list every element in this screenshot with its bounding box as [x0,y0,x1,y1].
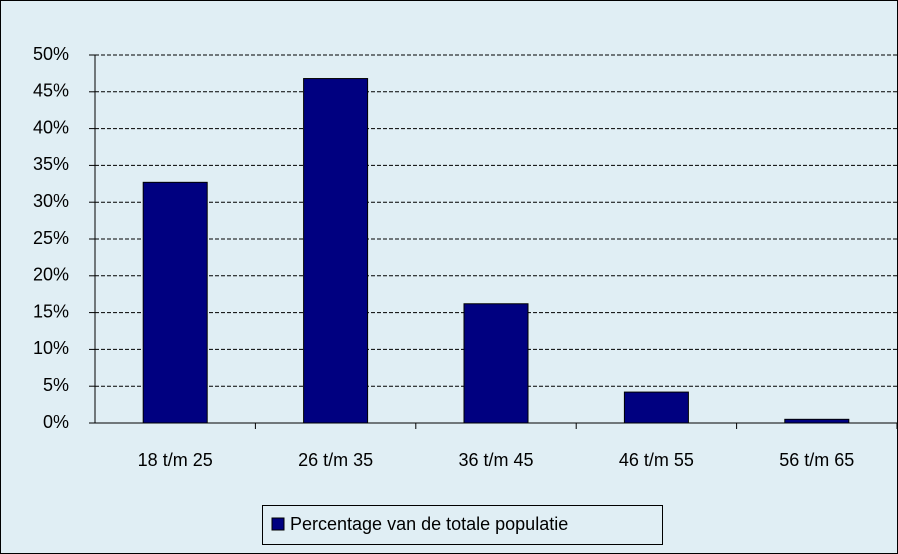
x-tick-label: 56 t/m 65 [779,450,854,470]
x-tick-label: 36 t/m 45 [458,450,533,470]
y-tick-label: 40% [33,117,69,137]
y-tick-label: 50% [33,44,69,64]
x-tick-label: 26 t/m 35 [298,450,373,470]
legend-box [262,505,663,545]
y-tick-label: 10% [33,338,69,358]
y-tick-label: 25% [33,228,69,248]
bar [142,181,208,424]
legend-swatch [271,517,285,531]
x-tick-label: 46 t/m 55 [619,450,694,470]
y-tick-label: 45% [33,81,69,101]
bar [784,418,850,424]
y-tick-label: 5% [43,375,69,395]
x-tick-label: 18 t/m 25 [138,450,213,470]
y-tick-label: 15% [33,301,69,321]
y-tick-label: 20% [33,265,69,285]
y-tick-label: 30% [33,191,69,211]
bar [463,303,529,424]
bar [303,78,369,424]
y-tick-label: 0% [43,412,69,432]
y-tick-label: 35% [33,154,69,174]
legend-label: Percentage van de totale populatie [290,514,568,534]
bar [623,391,689,424]
